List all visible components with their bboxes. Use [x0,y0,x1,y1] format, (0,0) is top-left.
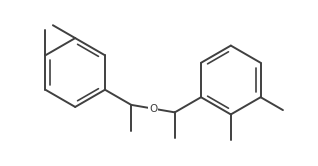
Text: O: O [149,104,157,114]
